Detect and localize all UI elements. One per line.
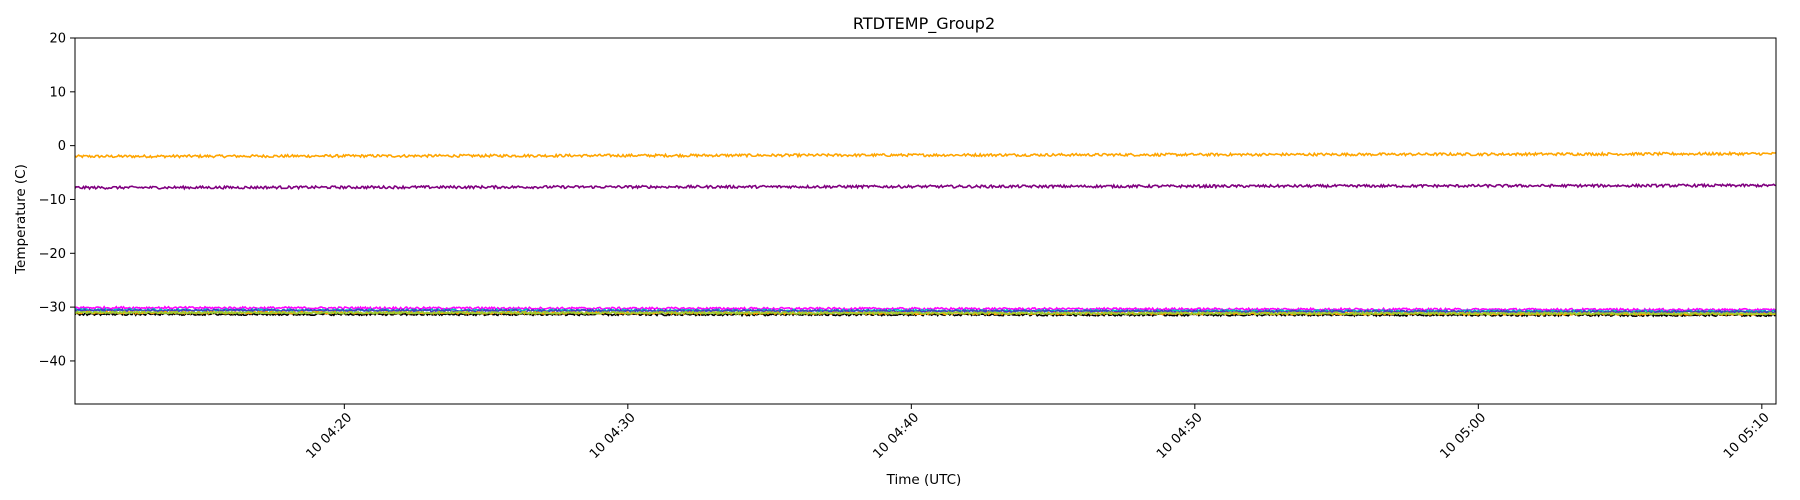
series-line-5 bbox=[74, 308, 1777, 315]
x-tick-label: 10 05:00 bbox=[1437, 410, 1489, 462]
x-tick-label: 10 04:20 bbox=[303, 410, 355, 462]
x-tick-label: 10 04:30 bbox=[587, 410, 639, 462]
y-tick-label: −30 bbox=[39, 301, 66, 316]
chart-title: RTDTEMP_Group2 bbox=[853, 14, 995, 34]
series-layer bbox=[74, 150, 1777, 318]
series-line-1 bbox=[74, 150, 1777, 159]
x-tick-label: 10 04:50 bbox=[1154, 410, 1206, 462]
y-tick-label: 10 bbox=[49, 85, 66, 100]
x-axis-label: Time (UTC) bbox=[886, 472, 962, 488]
y-tick-label: −10 bbox=[39, 193, 66, 208]
y-axis-label: Temperature (C) bbox=[13, 164, 29, 275]
y-tick-label: −20 bbox=[39, 247, 66, 262]
y-tick-label: 0 bbox=[58, 139, 66, 154]
plot-frame bbox=[74, 37, 1777, 405]
y-axis-ticks: 20 10 0 −10 −20 −30 −40 bbox=[39, 32, 75, 369]
y-tick-label: 20 bbox=[49, 32, 66, 47]
x-tick-label: 10 05:10 bbox=[1721, 410, 1773, 462]
x-axis-ticks: 10 04:20 10 04:30 10 04:40 10 04:50 10 05:00… bbox=[303, 404, 1773, 462]
y-tick-label: −40 bbox=[39, 354, 66, 369]
x-tick-label: 10 04:40 bbox=[870, 410, 922, 462]
series-line-2 bbox=[74, 182, 1777, 191]
series-line-8 bbox=[74, 310, 1777, 316]
